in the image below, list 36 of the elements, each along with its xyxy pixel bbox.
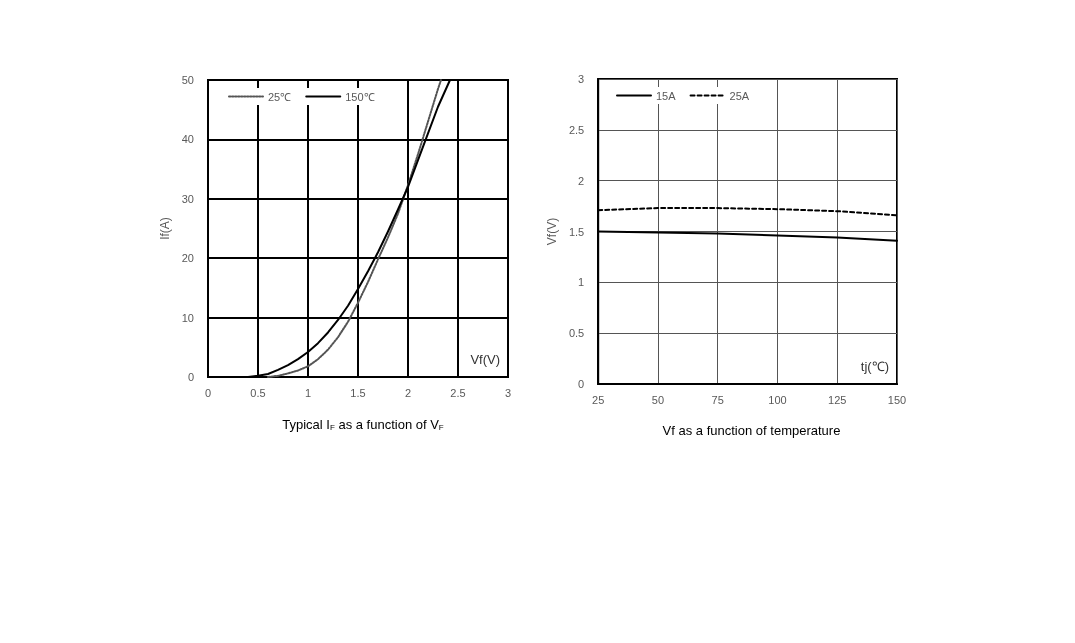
- x-tick-label: 1: [304, 386, 312, 399]
- legend-label: 15A: [656, 89, 677, 102]
- x-tick-label: 50: [651, 393, 665, 406]
- x-tick-label: 2.5: [450, 386, 466, 399]
- x-tick-label: 125: [828, 393, 847, 406]
- y-tick-label: 1: [578, 276, 585, 289]
- y-axis-title: Vf(V): [545, 217, 559, 246]
- y-tick-label: 40: [181, 133, 194, 146]
- legend-label: 25A: [729, 89, 750, 102]
- x-tick-label: 0: [204, 386, 212, 399]
- y-tick-label: 1.5: [568, 225, 585, 238]
- x-tick-label: 1.5: [350, 386, 366, 399]
- text: Typical IF as a function of VF: [282, 416, 444, 432]
- x-axis-title: tj(℃): [860, 359, 890, 374]
- x-tick-label: 150: [887, 393, 907, 406]
- x-tick-label: 0.5: [250, 386, 266, 399]
- y-tick-label: 2.5: [568, 123, 585, 136]
- legend-label: 150℃: [345, 90, 375, 103]
- y-tick-label: 3: [578, 73, 585, 85]
- y-tick-label: 0.5: [568, 327, 585, 340]
- y-tick-label: 20: [181, 252, 194, 265]
- x-tick-label: 100: [768, 393, 787, 406]
- y-tick-label: 2: [578, 174, 585, 187]
- y-tick-label: 30: [181, 192, 194, 205]
- x-tick-label: 2: [404, 386, 412, 399]
- x-tick-label: 3: [504, 386, 512, 399]
- text: Vf as a function of temperature: [662, 423, 841, 438]
- y-tick-label: 10: [181, 311, 194, 324]
- x-tick-label: 25: [592, 393, 605, 406]
- y-tick-label: 0: [578, 378, 585, 390]
- y-tick-label: 50: [181, 74, 194, 86]
- x-axis-title: Vf(V): [470, 352, 501, 367]
- x-tick-label: 75: [711, 393, 724, 406]
- legend-label: 25℃: [268, 90, 292, 103]
- y-axis-title: If(A): [157, 217, 172, 240]
- y-tick-label: 0: [187, 371, 194, 383]
